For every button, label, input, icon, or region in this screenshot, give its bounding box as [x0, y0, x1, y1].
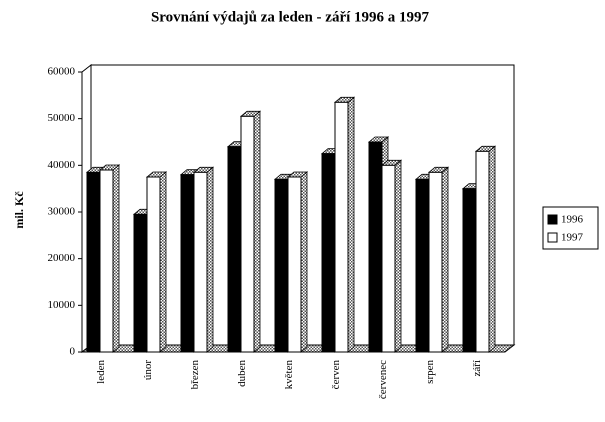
- y-tick-label: 30000: [48, 206, 76, 218]
- legend-label: 1997: [561, 232, 584, 244]
- x-tick-label: srpen: [424, 360, 436, 384]
- y-tick-label: 40000: [48, 159, 76, 171]
- x-tick-label: březen: [189, 360, 201, 390]
- y-tick-label: 0: [70, 346, 76, 358]
- y-tick-label: 50000: [48, 112, 76, 124]
- y-axis-title: mil. Kč: [12, 191, 26, 229]
- bar: [145, 171, 168, 353]
- bar: [427, 166, 450, 353]
- legend-swatch: [547, 232, 558, 243]
- x-tick-label: červenec: [377, 360, 389, 399]
- x-tick-label: červen: [330, 360, 342, 390]
- bar: [333, 96, 356, 353]
- x-tick-label: duben: [236, 360, 248, 387]
- x-tick-label: únor: [142, 360, 154, 381]
- x-tick-label: září: [471, 360, 483, 376]
- x-tick-label: květen: [283, 360, 295, 390]
- x-tick-label: leden: [95, 360, 107, 384]
- y-tick-label: 20000: [48, 252, 76, 264]
- bar: [98, 164, 121, 353]
- y-tick-label: 10000: [48, 299, 76, 311]
- legend-label: 1996: [561, 214, 584, 226]
- bar: [474, 145, 497, 353]
- bar: [239, 110, 262, 353]
- y-tick-label: 60000: [48, 66, 76, 78]
- bar: [192, 166, 215, 353]
- bar: [286, 171, 309, 353]
- bar: [380, 159, 403, 353]
- legend-swatch: [547, 214, 558, 225]
- chart-title: Srovnání výdajů za leden - září 1996 a 1…: [151, 9, 430, 25]
